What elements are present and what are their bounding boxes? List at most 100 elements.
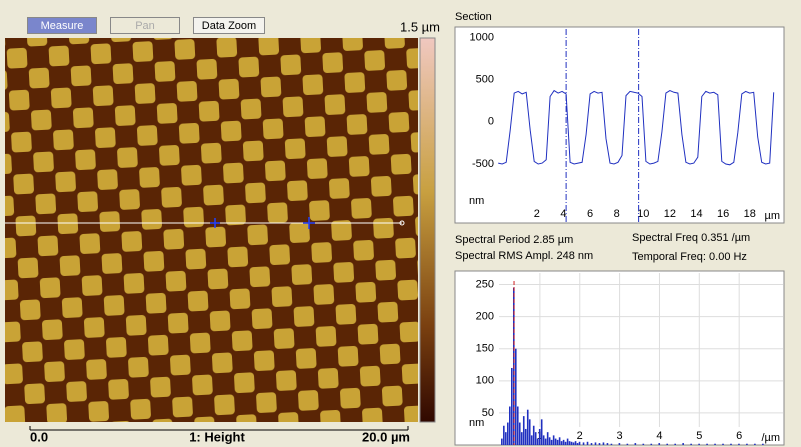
bar: [505, 432, 507, 445]
bar: [574, 441, 577, 445]
bar: [714, 443, 716, 445]
y-tick-label: 50: [482, 407, 494, 419]
section-end: [399, 220, 405, 226]
bar: [658, 443, 661, 445]
x-unit: µm: [764, 210, 780, 222]
bar: [536, 438, 539, 445]
z-scale: 1.5 µm: [400, 19, 440, 34]
x-tick-label: 6: [736, 430, 742, 442]
bar: [522, 416, 525, 445]
bar: [546, 432, 549, 445]
height-image: [5, 38, 418, 422]
pan-button[interactable]: Pan: [110, 17, 180, 34]
bar: [754, 443, 756, 445]
info: Temporal Freq: 0.00 Hz: [632, 251, 747, 263]
bar: [540, 419, 543, 445]
bar: [566, 438, 569, 445]
bar: [538, 428, 541, 445]
bar: [518, 422, 521, 445]
x-tick-label: 8: [614, 208, 620, 220]
profile-line: [498, 89, 775, 166]
bar: [576, 443, 579, 445]
bar: [534, 432, 537, 445]
bar: [568, 441, 571, 445]
bar: [510, 367, 513, 445]
x-max: 20.0 µm: [362, 429, 410, 444]
y-tick-label: 0: [488, 116, 494, 128]
bar: [602, 442, 605, 445]
cursor-marks: [210, 217, 315, 229]
bar: [706, 443, 708, 445]
bar: [634, 443, 637, 445]
y-tick-label: 100: [476, 375, 494, 387]
bar: [690, 443, 692, 445]
x-tick-label: 18: [744, 208, 756, 220]
bar: [507, 422, 509, 445]
bar: [642, 443, 645, 445]
measure-button[interactable]: Measure: [27, 17, 97, 34]
chart-title: Section: [455, 11, 492, 23]
bar: [558, 437, 561, 445]
bar: [586, 441, 589, 445]
y-tick-label: 500: [476, 74, 494, 86]
bar: [666, 443, 669, 445]
bar: [544, 438, 547, 445]
channel: 1: Height: [189, 429, 245, 444]
y-tick-label: 200: [476, 311, 494, 323]
bar: [512, 287, 515, 445]
x-tick-label: 5: [696, 430, 702, 442]
bar: [526, 409, 529, 445]
color-bar: [419, 37, 436, 423]
bar: [552, 435, 555, 445]
bar: [650, 443, 653, 445]
x-tick-label: 2: [577, 430, 583, 442]
bar: [572, 442, 575, 445]
bar: [528, 419, 531, 445]
bar: [698, 443, 700, 445]
bar: [610, 443, 613, 445]
bar: [722, 443, 724, 445]
y-tick-label: 1000: [470, 31, 494, 43]
bar: [548, 437, 551, 445]
bar: [626, 443, 629, 445]
x-tick-label: 16: [717, 208, 729, 220]
bar: [578, 441, 581, 445]
scale-bar: [29, 426, 409, 431]
bar: [554, 438, 557, 445]
bar: [516, 406, 519, 445]
info: Spectral RMS Ampl. 248 nm: [455, 250, 593, 262]
bar: [556, 439, 559, 445]
x-tick-label: 3: [617, 430, 623, 442]
bar: [542, 435, 545, 445]
x-tick-label: 1: [537, 430, 543, 442]
bar: [570, 441, 573, 445]
x-unit: /µm: [761, 432, 780, 444]
bar: [564, 441, 567, 445]
y-tick-label: -500: [472, 158, 494, 170]
bar: [730, 443, 732, 445]
x-min: 0.0: [30, 429, 48, 444]
bar: [682, 443, 684, 445]
bar: [594, 442, 597, 445]
data-zoom-button[interactable]: Data Zoom: [193, 17, 265, 34]
bar: [560, 441, 563, 445]
bar: [501, 438, 503, 445]
y-tick-label: 250: [476, 278, 494, 290]
bar: [746, 443, 748, 445]
bar: [618, 443, 621, 445]
info: Spectral Freq 0.351 /µm: [632, 232, 750, 244]
bar: [562, 439, 565, 445]
x-tick-label: 4: [560, 208, 566, 220]
bar: [520, 432, 523, 445]
bar: [598, 443, 601, 445]
bar: [590, 443, 593, 445]
bar: [524, 428, 527, 445]
x-tick-label: 2: [534, 208, 540, 220]
x-tick-label: 12: [664, 208, 676, 220]
x-tick-label: 4: [656, 430, 662, 442]
plot-area: [454, 26, 785, 224]
bar: [582, 442, 585, 445]
y-unit: nm: [469, 417, 484, 429]
bar: [606, 443, 609, 445]
